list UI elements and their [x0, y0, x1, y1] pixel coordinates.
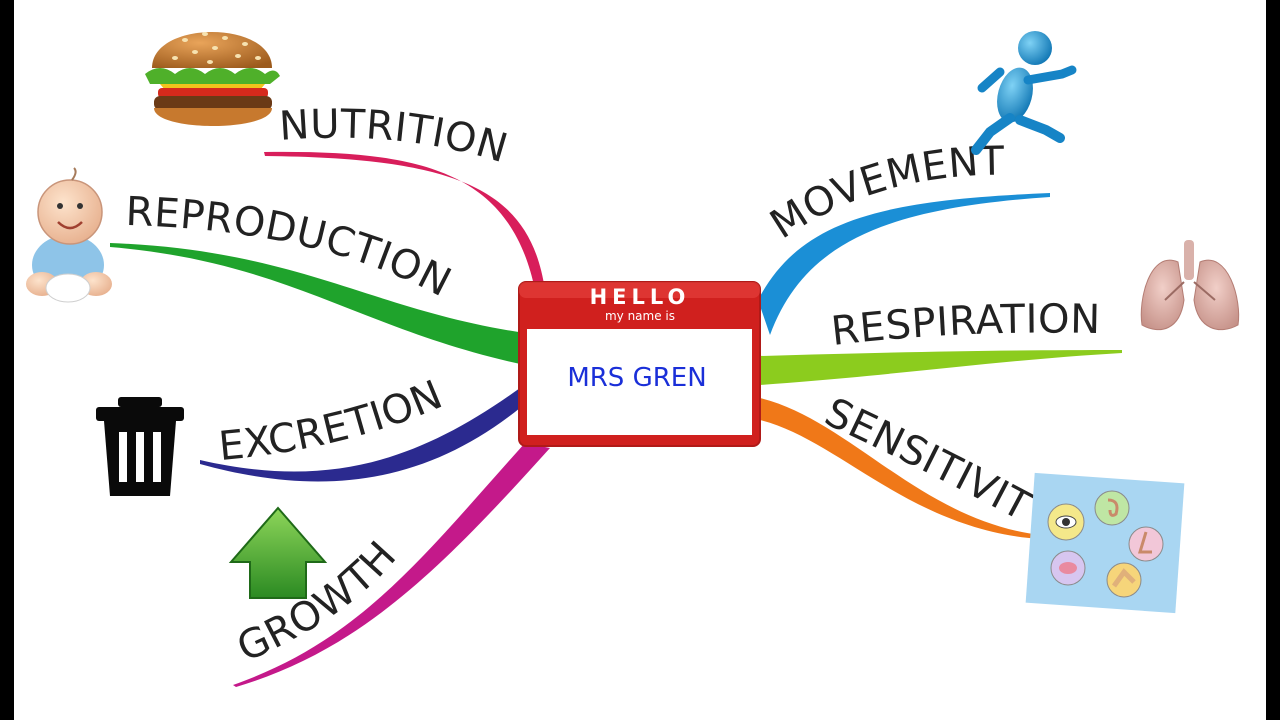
branch-growth-curve [233, 443, 550, 687]
branch-respiration-curve [760, 350, 1122, 385]
senses-icon [1025, 472, 1185, 614]
branch-sensitivity-curve [760, 398, 1040, 539]
branch-excretion-curve [200, 388, 520, 482]
baby-icon [26, 167, 112, 303]
tag-name-text: MRS GREN [567, 363, 706, 393]
burger-icon [145, 32, 280, 126]
tag-subtitle-text: my name is [605, 309, 675, 323]
running-figure-icon [971, 31, 1077, 155]
branch-label-movement: MOVEMENT [762, 139, 1005, 249]
tag-hello-text: HELLO [590, 285, 691, 309]
branch-label-reproduction: REPRODUCTION [125, 189, 459, 306]
trash-can-icon [96, 397, 184, 496]
lungs-icon [1140, 240, 1240, 331]
branch-reproduction-curve [110, 243, 525, 365]
name-tag: HELLO my name is MRS GREN [518, 281, 761, 447]
branch-movement-curve [758, 193, 1050, 335]
up-arrow-icon [228, 506, 328, 599]
branch-label-respiration: RESPIRATION [829, 296, 1101, 354]
